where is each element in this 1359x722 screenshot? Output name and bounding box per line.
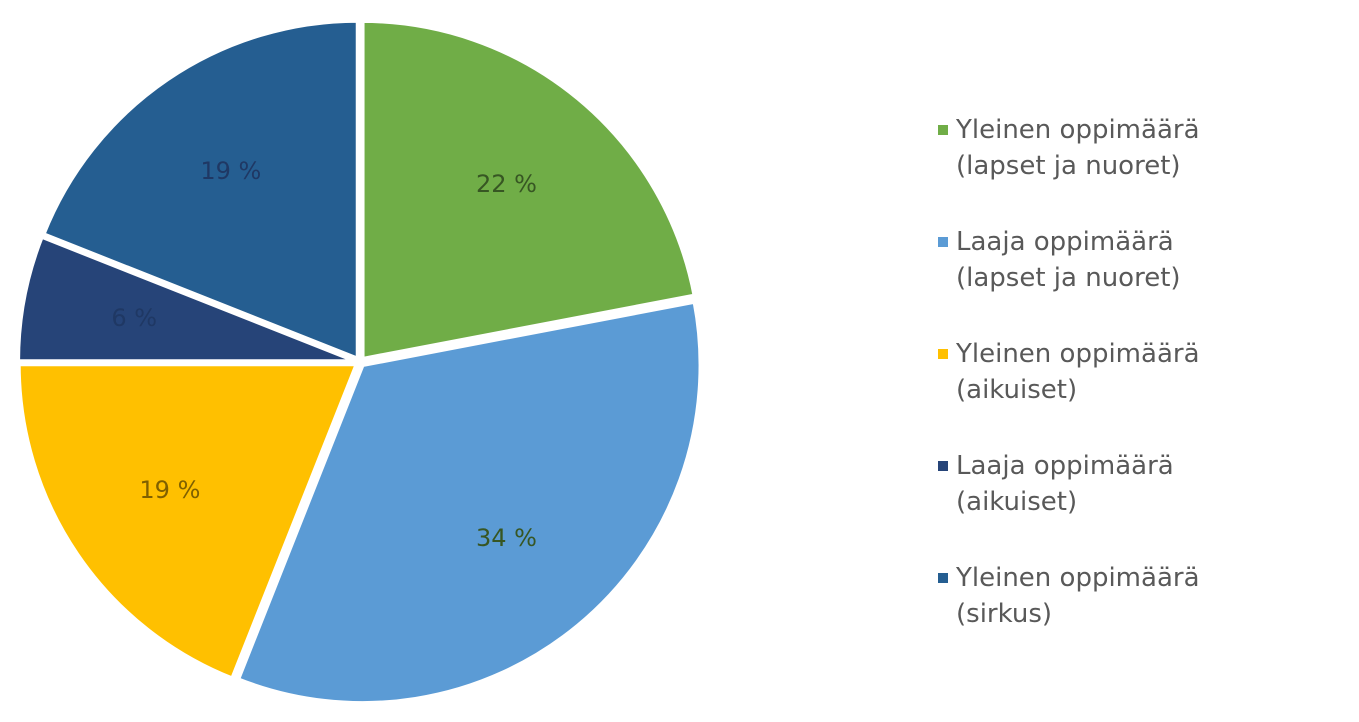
legend-swatch [938,125,948,135]
legend-label: Yleinen oppimäärä (lapset ja nuoret) [955,115,1200,181]
legend-swatch [938,573,948,583]
data-label: 19 % [139,476,200,504]
legend-label: Yleinen oppimäärä (sirkus) [955,563,1200,629]
pie-slice [16,362,360,682]
legend-swatch [938,349,948,359]
legend-label: Laaja oppimäärä (lapset ja nuoret) [956,227,1181,293]
data-label: 22 % [476,170,537,198]
legend-label: Laaja oppimäärä (aikuiset) [956,451,1174,517]
pie-slice [16,234,357,364]
pie-slice [40,18,360,362]
pie-slice [360,18,697,362]
data-label: 34 % [476,524,537,552]
legend-swatch [938,461,948,471]
data-label: 19 % [200,157,261,185]
pie-slice [235,299,703,706]
data-label: 6 % [111,304,157,332]
legend-label: Yleinen oppimäärä (aikuiset) [955,339,1200,405]
legend-swatch [938,237,948,247]
